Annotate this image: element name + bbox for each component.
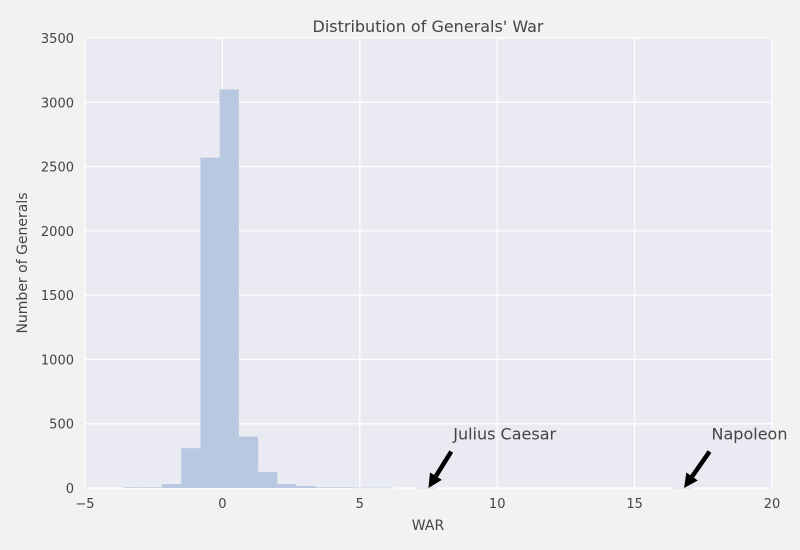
- histogram-bar: [373, 487, 393, 489]
- annotation-arrowhead: [428, 472, 442, 488]
- annotation-layer: Julius Caesar Napoleon: [428, 425, 788, 488]
- y-tick-label: 1000: [41, 353, 74, 368]
- x-tick-label: −5: [75, 497, 94, 512]
- histogram-bar: [354, 487, 374, 489]
- annotation-label: Julius Caesar: [452, 425, 556, 444]
- histogram-bar: [258, 471, 278, 488]
- y-tick-label: 3000: [41, 96, 74, 111]
- grid-layer: [84, 37, 773, 489]
- x-tick-label: 0: [218, 497, 226, 512]
- histogram-bar: [296, 486, 316, 488]
- annotation-arrow: [690, 450, 712, 478]
- histogram-bar: [673, 487, 693, 489]
- annotation-label: Napoleon: [712, 425, 788, 444]
- chart-title: Distribution of Generals' War: [313, 17, 544, 36]
- y-tick-label: 3500: [41, 32, 74, 47]
- histogram-bar: [238, 436, 259, 488]
- x-tick-label: 20: [764, 497, 781, 512]
- annotation-arrow: [434, 450, 454, 478]
- y-tick-label: 2000: [41, 225, 74, 240]
- histogram-bar: [315, 487, 336, 488]
- histogram-bar: [123, 487, 143, 488]
- x-tick-label: 10: [489, 497, 506, 512]
- y-tick-label: 1500: [41, 289, 74, 304]
- y-axis-label: Number of Generals: [15, 192, 31, 333]
- y-tick-label: 500: [49, 418, 74, 433]
- histogram-bar: [161, 484, 182, 488]
- histogram-bar: [200, 157, 220, 489]
- histogram-bar: [417, 487, 437, 489]
- histogram-bar: [335, 487, 355, 488]
- histogram-bar: [142, 487, 162, 488]
- x-tick-label: 15: [626, 497, 643, 512]
- y-tick-label: 2500: [41, 161, 74, 176]
- bar-layer: [123, 89, 693, 489]
- histogram-bar: [219, 89, 239, 488]
- histogram-bar: [277, 484, 297, 488]
- annotation-arrowhead: [684, 472, 698, 488]
- x-tick-label: 5: [356, 497, 364, 512]
- x-axis-label: WAR: [412, 518, 445, 534]
- histogram-bar: [181, 448, 201, 488]
- plot-area: [85, 38, 772, 488]
- y-tick-label: 0: [66, 482, 74, 497]
